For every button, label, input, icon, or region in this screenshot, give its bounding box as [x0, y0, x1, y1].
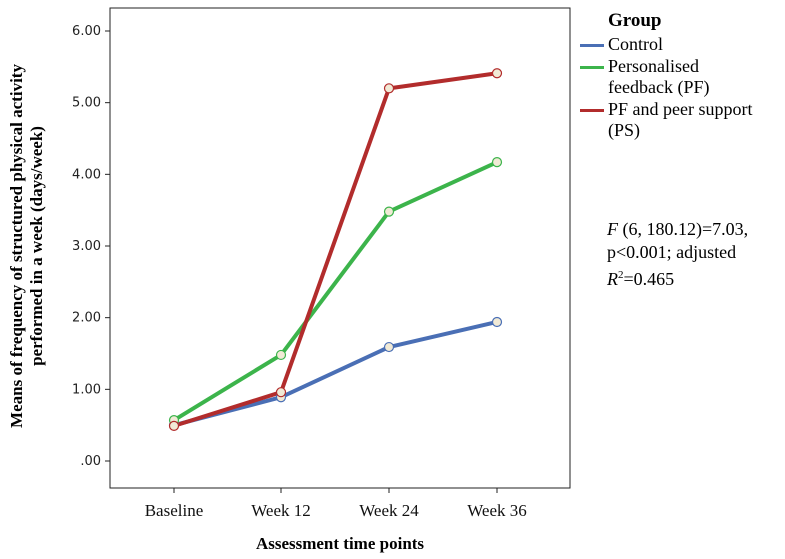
- stats-r-symbol: R: [607, 269, 618, 289]
- stats-f-text: (6, 180.12)=7.03,: [618, 219, 749, 239]
- series-control-point: [491, 316, 503, 328]
- legend-label-ps-line2: (PS): [608, 120, 641, 140]
- statistics-annotation: F (6, 180.12)=7.03, p<0.001; adjusted R2…: [607, 218, 782, 291]
- x-tick-label: Week 36: [467, 501, 527, 520]
- y-tick-label: 1.00: [72, 382, 101, 397]
- series-pf-point: [275, 349, 287, 361]
- x-axis-title: Assessment time points: [256, 534, 424, 553]
- y-axis-title-line1: Means of frequency of structured physica…: [7, 64, 26, 428]
- stats-r-text: =0.465: [623, 269, 675, 289]
- series-ps-point: [168, 420, 180, 431]
- legend-label-pf-line2: feedback (PF): [608, 77, 710, 97]
- x-tick-label: Week 24: [359, 501, 419, 520]
- legend-item-ps: PF and peer support (PS): [580, 99, 780, 141]
- stats-line-r: R2=0.465: [607, 264, 782, 291]
- legend-item-control: Control: [580, 34, 780, 55]
- stats-r-sup: 2: [618, 269, 624, 281]
- y-tick-label: .00: [80, 454, 101, 469]
- y-tick-label: 2.00: [72, 311, 101, 326]
- legend-label-pf-line1: Personalised: [608, 56, 699, 76]
- series-pf-point: [491, 157, 503, 168]
- y-axis-title-line2: performed in a week (days/week): [27, 126, 46, 366]
- series-control-line: [172, 319, 499, 428]
- series-ps-point: [275, 387, 287, 398]
- legend: Group Control Personalised feedback (PF)…: [580, 10, 780, 142]
- y-tick-label: 6.00: [72, 24, 101, 39]
- legend-swatch-control: [580, 44, 604, 47]
- stats-f-symbol: F: [607, 219, 618, 239]
- series-pf-point: [383, 206, 395, 217]
- series-pf-line: [172, 160, 499, 423]
- x-tick-label: Week 12: [251, 501, 311, 520]
- series-ps-point: [383, 83, 395, 94]
- stats-line-p: p<0.001; adjusted: [607, 242, 737, 262]
- legend-item-pf: Personalised feedback (PF): [580, 56, 780, 98]
- plot-frame: [109, 7, 571, 489]
- x-tick-label: Baseline: [145, 501, 204, 520]
- stats-line-f: F (6, 180.12)=7.03,: [607, 218, 782, 241]
- series-control-point: [383, 341, 395, 353]
- y-tick-label: 3.00: [72, 239, 101, 254]
- legend-swatch-pf: [580, 66, 604, 69]
- y-tick-label: 4.00: [72, 167, 101, 182]
- y-tick-label: 5.00: [72, 96, 101, 111]
- series-ps-line: [172, 71, 499, 428]
- legend-title: Group: [608, 10, 662, 31]
- legend-label-control: Control: [608, 34, 664, 54]
- series-ps-point: [491, 68, 503, 79]
- legend-swatch-ps: [580, 109, 604, 112]
- legend-label-ps-line1: PF and peer support: [608, 99, 753, 119]
